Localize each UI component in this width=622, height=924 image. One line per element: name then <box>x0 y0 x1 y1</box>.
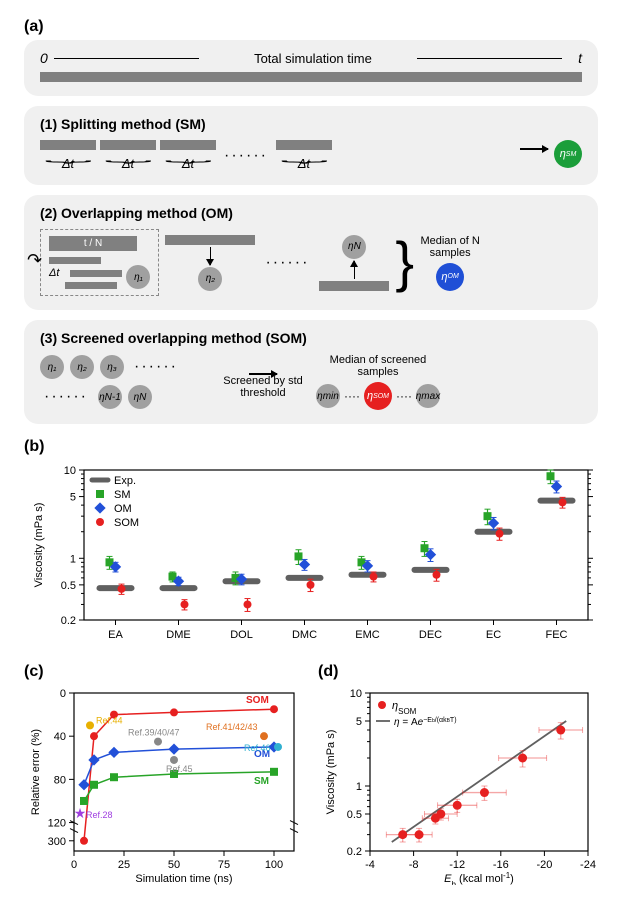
svg-text:120: 120 <box>48 818 66 830</box>
om-stack-box: t / N ↷ Δt η₁ <box>40 229 159 296</box>
om-tN: t / N <box>49 236 137 251</box>
svg-text:Ref.39/40/47: Ref.39/40/47 <box>128 728 180 738</box>
svg-text:Ref.46: Ref.46 <box>244 743 271 753</box>
svg-text:-24: -24 <box>580 859 596 871</box>
svg-text:0: 0 <box>71 859 77 871</box>
om-arrow-down <box>210 247 212 265</box>
svg-text:Simulation time (ns): Simulation time (ns) <box>135 873 232 885</box>
svg-text:SOM: SOM <box>246 695 269 706</box>
svg-text:ηSOM: ηSOM <box>392 700 417 716</box>
som-eta1: η₁ <box>40 355 64 379</box>
svg-text:300: 300 <box>48 836 66 848</box>
svg-text:Viscosity (mPa s): Viscosity (mPa s) <box>33 503 45 588</box>
svg-text:OM: OM <box>114 503 132 515</box>
sm-title: (1) Splitting method (SM) <box>40 116 582 132</box>
som-etaN: ηN <box>128 385 152 409</box>
svg-text:10: 10 <box>350 688 362 700</box>
som-box: (3) Screened overlapping method (SOM) η₁… <box>24 320 598 424</box>
svg-text:EA: EA <box>108 629 123 641</box>
svg-text:★: ★ <box>74 805 87 821</box>
svg-text:0.2: 0.2 <box>347 846 362 858</box>
svg-text:SOM: SOM <box>114 517 139 529</box>
svg-text:75: 75 <box>218 859 230 871</box>
timeline-title: Total simulation time <box>54 51 572 66</box>
som-median-text: Median of screened samples <box>323 354 433 378</box>
som-arrow <box>249 373 277 375</box>
om-arrow-up <box>354 261 356 279</box>
timeline-end: t <box>578 50 582 66</box>
timeline-start: 0 <box>40 50 48 66</box>
svg-text:EC: EC <box>486 629 501 641</box>
svg-text:-20: -20 <box>536 859 552 871</box>
panel-b-label: (b) <box>24 438 598 456</box>
om-eta2: η₂ <box>198 267 222 291</box>
svg-text:FEC: FEC <box>546 629 568 641</box>
svg-text:5: 5 <box>356 716 362 728</box>
som-etaNm1: ηN-1 <box>98 385 122 409</box>
svg-text:Relative error (%): Relative error (%) <box>30 729 42 815</box>
svg-text:40: 40 <box>54 731 66 743</box>
timeline-bar <box>40 72 582 82</box>
svg-text:100: 100 <box>265 859 283 871</box>
timeline-box: 0 Total simulation time t <box>24 40 598 96</box>
svg-text:Ref.41/42/43: Ref.41/42/43 <box>206 722 258 732</box>
sm-dots: ······ <box>220 147 272 165</box>
svg-text:EMC: EMC <box>355 629 380 641</box>
svg-text:Ref.45: Ref.45 <box>166 764 193 774</box>
svg-text:SM: SM <box>254 776 269 787</box>
sm-result-circle: ηSM <box>554 140 582 168</box>
om-result-circle: ηOM <box>436 263 464 291</box>
svg-text:η = Ae−Eb/(αkBT): η = Ae−Eb/(αkBT) <box>394 717 457 729</box>
om-median-text: Median of N samples <box>418 235 482 259</box>
svg-text:1: 1 <box>70 553 76 565</box>
svg-text:DMC: DMC <box>292 629 317 641</box>
om-dots: ······ <box>261 254 313 272</box>
om-dt: Δt <box>49 267 59 279</box>
svg-text:80: 80 <box>54 774 66 786</box>
svg-text:Viscosity (mPa s): Viscosity (mPa s) <box>325 730 337 815</box>
svg-text:-12: -12 <box>449 859 465 871</box>
sm-box: (1) Splitting method (SM) ⏟Δt ⏟Δt ⏟Δt ··… <box>24 106 598 185</box>
svg-text:-16: -16 <box>493 859 509 871</box>
svg-text:DME: DME <box>166 629 190 641</box>
panel-c-label: (c) <box>24 663 304 681</box>
svg-text:Ref.44: Ref.44 <box>96 715 123 725</box>
svg-text:1: 1 <box>356 781 362 793</box>
svg-text:DEC: DEC <box>419 629 442 641</box>
sm-arrow <box>520 148 548 150</box>
svg-text:0.5: 0.5 <box>61 580 76 592</box>
panel-d-label: (d) <box>318 663 598 681</box>
svg-text:10: 10 <box>64 465 76 477</box>
svg-text:DOL: DOL <box>230 629 253 641</box>
om-eta1: η₁ <box>126 265 150 289</box>
som-etamin: ηmin <box>316 384 340 408</box>
om-title: (2) Overlapping method (OM) <box>40 205 582 221</box>
svg-text:0.2: 0.2 <box>61 615 76 627</box>
om-etaN: ηN <box>342 235 366 259</box>
som-result-circle: ηSOM <box>364 382 392 410</box>
svg-text:-4: -4 <box>365 859 375 871</box>
chart-b: 0.2 0.5 1 5 10 EA DME DOL DMC EMC DEC EC FEC Viscosit… <box>24 460 598 650</box>
svg-text:0: 0 <box>60 688 66 700</box>
som-eta3: η₃ <box>100 355 124 379</box>
som-screened-text: Screened by std threshold <box>220 375 306 399</box>
svg-text:-8: -8 <box>409 859 419 871</box>
chart-d: -4 -8 -12 -16 -20 -24 0.2 0.5 1 5 10 Eb (kcal mol-1… <box>318 685 598 885</box>
svg-text:Exp.: Exp. <box>114 475 136 487</box>
svg-text:Eb (kcal mol-1): Eb (kcal mol-1) <box>444 871 514 886</box>
som-etamax: ηmax <box>416 384 440 408</box>
chart-c: 0 40 80 120 300 0 25 50 75 100 Simulation time (ns… <box>24 685 304 885</box>
svg-text:5: 5 <box>70 492 76 504</box>
svg-text:SM: SM <box>114 489 131 501</box>
svg-text:Ref.28: Ref.28 <box>86 810 113 820</box>
svg-text:25: 25 <box>118 859 130 871</box>
panel-a-label: (a) <box>24 18 598 36</box>
om-box: (2) Overlapping method (OM) t / N ↷ Δt η… <box>24 195 598 310</box>
som-title: (3) Screened overlapping method (SOM) <box>40 330 582 346</box>
svg-text:50: 50 <box>168 859 180 871</box>
svg-text:0.5: 0.5 <box>347 809 362 821</box>
som-eta2: η₂ <box>70 355 94 379</box>
